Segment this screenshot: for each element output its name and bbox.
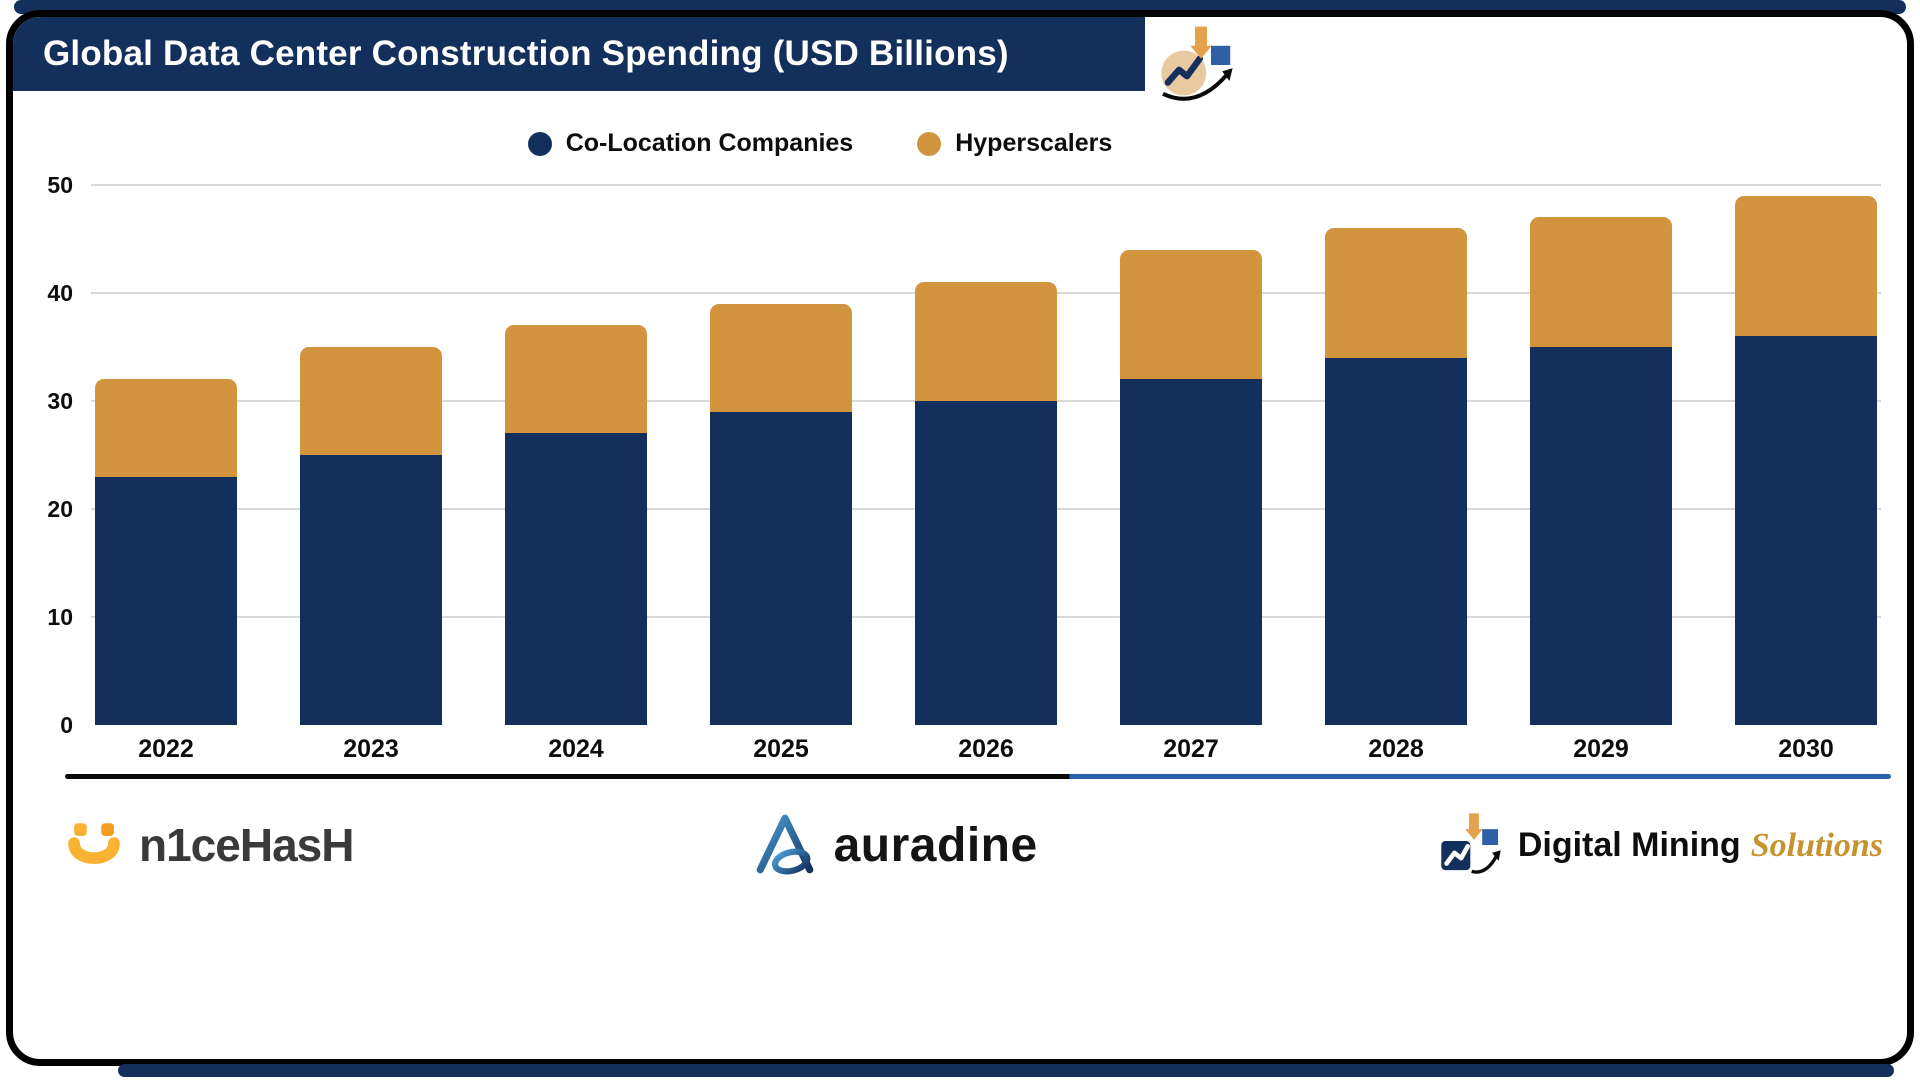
bar-2028 (1325, 185, 1467, 725)
digital-mining-brand: Digital Mining Solutions (1436, 812, 1883, 878)
x-labels: 2022 2023 2024 2025 2026 2027 2028 2029 2030 (91, 735, 1881, 764)
nicehash-icon (68, 823, 120, 864)
nicehash-brand: n1ceHasH (65, 816, 354, 874)
digital-mining-text: Digital Mining (1517, 825, 1741, 864)
legend-label: Co-Location Companies (565, 129, 854, 157)
solutions-text: Solutions (1750, 826, 1883, 864)
auradine-icon (756, 814, 813, 875)
y-tick-label: 10 (47, 604, 73, 630)
chart-frame: Global Data Center Construction Spending… (6, 10, 1914, 1066)
bar-2025 (710, 185, 852, 725)
x-tick-label: 2025 (753, 735, 809, 763)
gridline (91, 184, 1881, 186)
bar-segment-colocation (710, 411, 852, 725)
x-tick-label: 2028 (1368, 735, 1424, 763)
y-tick-label: 40 (47, 280, 73, 306)
bar-segment-hyperscalers (1735, 195, 1877, 337)
legend-item: Co-Location Companies (527, 129, 854, 158)
bar-segment-hyperscalers (300, 347, 442, 455)
x-tick-label: 2022 (138, 735, 194, 763)
bar-segment-colocation (1325, 357, 1467, 725)
page-title: Global Data Center Construction Spending… (43, 34, 1009, 73)
legend-item: Hyperscalers (917, 129, 1112, 158)
y-tick-label: 50 (47, 172, 73, 198)
bar-segment-hyperscalers (1325, 228, 1467, 358)
x-tick-label: 2030 (1778, 735, 1834, 763)
legend-label: Hyperscalers (955, 129, 1113, 157)
y-tick-label: 30 (47, 388, 73, 414)
nicehash-wordmark: n1ceHasH (139, 819, 354, 871)
y-tick-label: 20 (47, 496, 73, 522)
legend-dot (527, 131, 552, 156)
y-tick-label: 0 (60, 712, 73, 738)
auradine-brand: auradine (752, 812, 1038, 878)
header-bar: Global Data Center Construction Spending… (13, 17, 1145, 91)
bar-2027 (1120, 185, 1262, 725)
bar-segment-hyperscalers (710, 303, 852, 412)
footer: n1ceHasH auradine (65, 799, 1883, 891)
bar-segment-colocation (1735, 336, 1877, 725)
y-axis: 0 10 20 30 40 50 (13, 172, 79, 738)
bars (91, 185, 1881, 725)
mining-chart-icon (1161, 26, 1233, 101)
bar-2022 (95, 185, 237, 725)
bar-segment-hyperscalers (1120, 249, 1262, 380)
bar-segment-hyperscalers (1530, 217, 1672, 347)
bar-segment-colocation (915, 401, 1057, 725)
bar-segment-hyperscalers (915, 282, 1057, 401)
plot-area (91, 184, 1881, 725)
bar-segment-colocation (1120, 379, 1262, 725)
auradine-wordmark: auradine (833, 818, 1038, 872)
bar-segment-colocation (300, 455, 442, 725)
bar-2029 (1530, 185, 1672, 725)
x-tick-label: 2027 (1163, 735, 1219, 763)
bar-segment-hyperscalers (95, 379, 237, 477)
x-tick-label: 2026 (958, 735, 1014, 763)
x-tick-label: 2024 (548, 735, 604, 763)
bar-segment-colocation (505, 433, 647, 725)
digital-mining-wordmark: Digital Mining Solutions (1518, 826, 1883, 865)
bar-segment-colocation (1530, 347, 1672, 725)
bar-2026 (915, 185, 1057, 725)
bar-segment-colocation (95, 476, 237, 725)
bar-2030 (1735, 185, 1877, 725)
bar-2024 (505, 185, 647, 725)
bar-segment-hyperscalers (505, 325, 647, 434)
x-tick-label: 2023 (343, 735, 399, 763)
legend: Co-Location Companies Hyperscalers (13, 129, 1767, 158)
bar-2023 (300, 185, 442, 725)
digital-mining-icon (1441, 813, 1501, 874)
footer-separator (65, 774, 1891, 779)
bottom-accent-strip (118, 1064, 1894, 1077)
x-tick-label: 2029 (1573, 735, 1629, 763)
legend-dot (917, 131, 942, 156)
